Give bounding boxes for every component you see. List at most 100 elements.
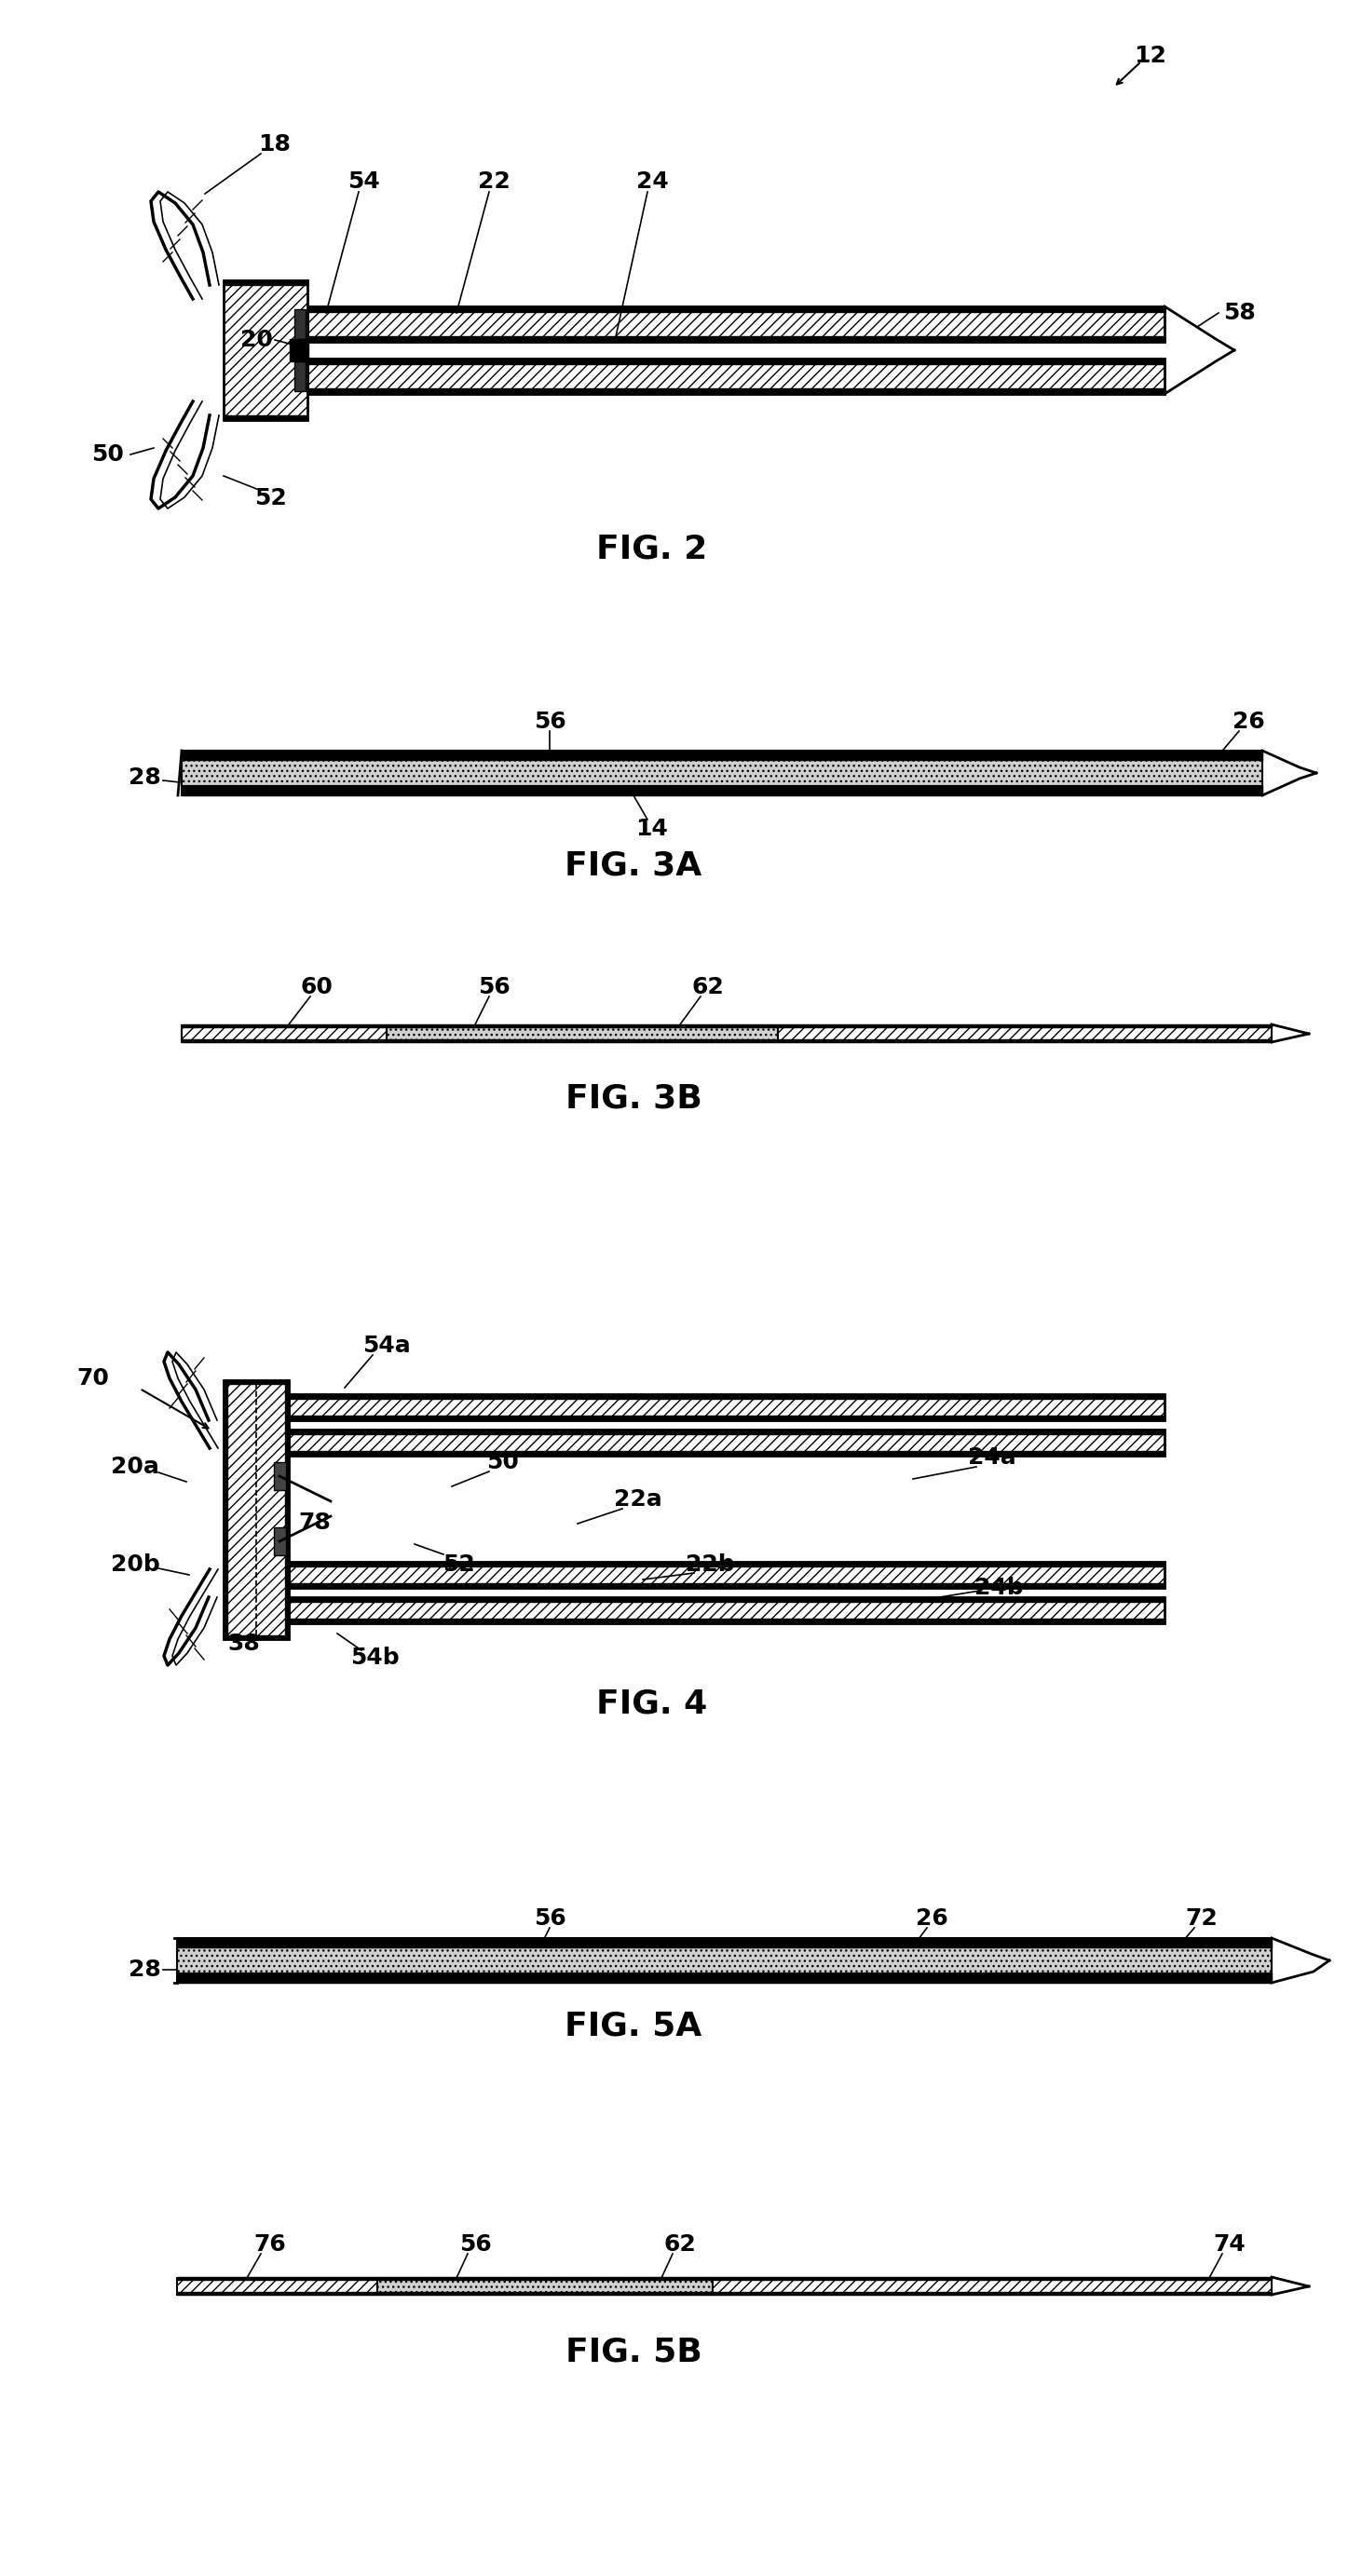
Bar xyxy=(289,1584,1165,1587)
Bar xyxy=(289,1430,1165,1455)
Bar xyxy=(181,760,1263,786)
Bar xyxy=(177,2277,377,2280)
Bar xyxy=(387,1025,778,1043)
Bar xyxy=(294,309,305,340)
Bar xyxy=(289,1561,1165,1587)
Text: 54: 54 xyxy=(347,170,380,193)
Bar xyxy=(223,415,308,420)
Text: 22a: 22a xyxy=(614,1489,662,1510)
Bar xyxy=(308,307,1165,343)
Text: 56: 56 xyxy=(534,711,565,734)
Text: 24b: 24b xyxy=(974,1577,1023,1600)
Text: FIG. 5B: FIG. 5B xyxy=(565,2336,701,2367)
Bar xyxy=(377,2277,712,2280)
Text: 20: 20 xyxy=(240,330,272,350)
Text: 62: 62 xyxy=(692,976,725,999)
Text: 22b: 22b xyxy=(685,1553,734,1577)
Bar xyxy=(181,1038,387,1043)
Text: 72: 72 xyxy=(1185,1906,1218,1929)
Bar xyxy=(177,1947,1272,1973)
Bar xyxy=(289,1394,1165,1419)
Bar xyxy=(289,1597,1165,1602)
Bar xyxy=(181,1025,387,1028)
Bar xyxy=(778,1025,1272,1043)
Bar xyxy=(223,1381,289,1383)
Bar xyxy=(712,2277,1272,2280)
Text: 20a: 20a xyxy=(110,1455,159,1479)
Bar xyxy=(712,2293,1272,2295)
Bar xyxy=(377,2277,712,2295)
Bar xyxy=(274,1528,286,1556)
Bar xyxy=(308,307,1165,312)
Text: 22: 22 xyxy=(478,170,509,193)
Text: 24a: 24a xyxy=(968,1445,1016,1468)
Text: 20b: 20b xyxy=(110,1553,159,1577)
Text: 12: 12 xyxy=(1135,44,1167,67)
Text: 52: 52 xyxy=(443,1553,474,1577)
Bar xyxy=(223,281,308,420)
Text: 38: 38 xyxy=(227,1633,260,1654)
Bar xyxy=(377,2293,712,2295)
Bar xyxy=(289,1417,1165,1419)
Text: 54b: 54b xyxy=(350,1646,399,1669)
Text: 28: 28 xyxy=(128,1958,161,1981)
Text: 52: 52 xyxy=(253,487,286,510)
Text: 26: 26 xyxy=(1233,711,1264,734)
Text: 56: 56 xyxy=(478,976,509,999)
Text: 26: 26 xyxy=(915,1906,948,1929)
Text: FIG. 2: FIG. 2 xyxy=(597,533,708,564)
Bar xyxy=(289,1450,1165,1455)
Bar xyxy=(778,1025,1272,1028)
Bar xyxy=(308,358,1165,394)
Bar xyxy=(177,1937,1272,1947)
Bar xyxy=(294,361,305,392)
Text: 50: 50 xyxy=(486,1450,519,1473)
Bar xyxy=(177,1973,1272,1984)
Text: 70: 70 xyxy=(76,1368,109,1388)
Bar xyxy=(223,1381,227,1638)
Text: FIG. 3B: FIG. 3B xyxy=(565,1082,701,1115)
Text: FIG. 5A: FIG. 5A xyxy=(565,2009,701,2040)
Bar xyxy=(177,2277,377,2295)
Bar xyxy=(289,1394,1165,1399)
Bar xyxy=(387,1025,778,1028)
Bar xyxy=(308,358,1165,363)
Text: 78: 78 xyxy=(298,1512,331,1533)
Text: 24: 24 xyxy=(636,170,669,193)
Text: FIG. 3A: FIG. 3A xyxy=(565,850,701,881)
Bar xyxy=(177,2293,377,2295)
Bar xyxy=(223,1381,289,1638)
Bar xyxy=(181,750,1263,760)
Bar xyxy=(289,1561,1165,1566)
Bar xyxy=(289,1618,1165,1623)
Text: 50: 50 xyxy=(91,443,124,466)
Text: 74: 74 xyxy=(1214,2233,1246,2257)
Text: 56: 56 xyxy=(534,1906,565,1929)
Bar xyxy=(181,750,1263,760)
Bar xyxy=(181,1025,387,1043)
Text: 60: 60 xyxy=(301,976,332,999)
Bar xyxy=(181,786,1263,796)
Bar xyxy=(223,1636,289,1638)
Text: 18: 18 xyxy=(259,134,291,155)
Bar xyxy=(778,1038,1272,1043)
Bar xyxy=(290,340,308,361)
Bar xyxy=(285,1381,289,1638)
Text: 14: 14 xyxy=(636,817,669,840)
Bar xyxy=(308,337,1165,343)
Bar xyxy=(181,786,1263,796)
Text: 76: 76 xyxy=(253,2233,286,2257)
Text: 54a: 54a xyxy=(362,1334,411,1358)
Text: 58: 58 xyxy=(1223,301,1256,325)
Text: FIG. 4: FIG. 4 xyxy=(597,1687,708,1721)
Text: 62: 62 xyxy=(663,2233,696,2257)
Text: 56: 56 xyxy=(459,2233,492,2257)
Bar xyxy=(712,2277,1272,2295)
Text: 28: 28 xyxy=(128,768,161,788)
Bar xyxy=(308,389,1165,394)
Bar xyxy=(177,1973,1272,1984)
Bar xyxy=(289,1597,1165,1623)
Bar xyxy=(289,1430,1165,1435)
Bar xyxy=(223,281,308,286)
Bar xyxy=(274,1463,286,1489)
